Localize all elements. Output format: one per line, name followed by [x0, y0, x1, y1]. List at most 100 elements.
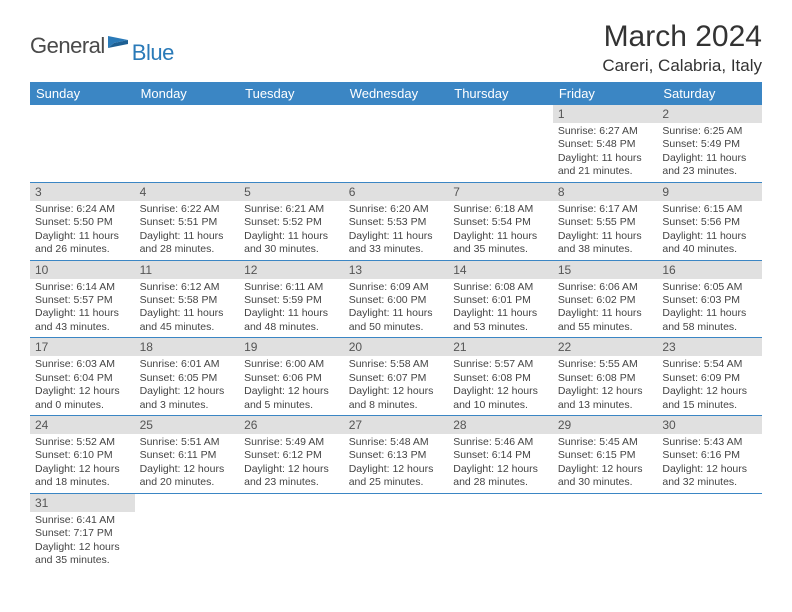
calendar-cell: 28Sunrise: 5:46 AMSunset: 6:14 PMDayligh… [448, 416, 553, 494]
day-number: 4 [135, 183, 240, 201]
calendar-cell [135, 493, 240, 570]
day-details: Sunrise: 5:45 AMSunset: 6:15 PMDaylight:… [553, 434, 658, 493]
day-number: 14 [448, 261, 553, 279]
calendar-cell: 20Sunrise: 5:58 AMSunset: 6:07 PMDayligh… [344, 338, 449, 416]
day-details: Sunrise: 6:09 AMSunset: 6:00 PMDaylight:… [344, 279, 449, 338]
calendar-cell: 26Sunrise: 5:49 AMSunset: 6:12 PMDayligh… [239, 416, 344, 494]
calendar-body: 1Sunrise: 6:27 AMSunset: 5:48 PMDaylight… [30, 105, 762, 571]
calendar-cell [344, 493, 449, 570]
calendar-cell: 2Sunrise: 6:25 AMSunset: 5:49 PMDaylight… [657, 105, 762, 182]
calendar-cell: 23Sunrise: 5:54 AMSunset: 6:09 PMDayligh… [657, 338, 762, 416]
day-details: Sunrise: 6:15 AMSunset: 5:56 PMDaylight:… [657, 201, 762, 260]
day-details: Sunrise: 6:11 AMSunset: 5:59 PMDaylight:… [239, 279, 344, 338]
day-number: 18 [135, 338, 240, 356]
day-details: Sunrise: 6:03 AMSunset: 6:04 PMDaylight:… [30, 356, 135, 415]
calendar-row: 3Sunrise: 6:24 AMSunset: 5:50 PMDaylight… [30, 182, 762, 260]
day-number: 1 [553, 105, 658, 123]
logo: General Blue [30, 26, 174, 66]
day-details: Sunrise: 5:54 AMSunset: 6:09 PMDaylight:… [657, 356, 762, 415]
day-number: 26 [239, 416, 344, 434]
day-number: 30 [657, 416, 762, 434]
day-number: 17 [30, 338, 135, 356]
calendar-cell: 10Sunrise: 6:14 AMSunset: 5:57 PMDayligh… [30, 260, 135, 338]
day-number: 20 [344, 338, 449, 356]
day-number: 31 [30, 494, 135, 512]
calendar-cell: 4Sunrise: 6:22 AMSunset: 5:51 PMDaylight… [135, 182, 240, 260]
day-details: Sunrise: 5:46 AMSunset: 6:14 PMDaylight:… [448, 434, 553, 493]
calendar-cell: 1Sunrise: 6:27 AMSunset: 5:48 PMDaylight… [553, 105, 658, 182]
day-details: Sunrise: 6:05 AMSunset: 6:03 PMDaylight:… [657, 279, 762, 338]
calendar-cell: 25Sunrise: 5:51 AMSunset: 6:11 PMDayligh… [135, 416, 240, 494]
calendar-cell: 30Sunrise: 5:43 AMSunset: 6:16 PMDayligh… [657, 416, 762, 494]
calendar-cell: 27Sunrise: 5:48 AMSunset: 6:13 PMDayligh… [344, 416, 449, 494]
calendar-cell: 29Sunrise: 5:45 AMSunset: 6:15 PMDayligh… [553, 416, 658, 494]
calendar-row: 31Sunrise: 6:41 AMSunset: 7:17 PMDayligh… [30, 493, 762, 570]
day-number: 16 [657, 261, 762, 279]
day-details: Sunrise: 6:17 AMSunset: 5:55 PMDaylight:… [553, 201, 658, 260]
day-details: Sunrise: 6:06 AMSunset: 6:02 PMDaylight:… [553, 279, 658, 338]
calendar-cell: 5Sunrise: 6:21 AMSunset: 5:52 PMDaylight… [239, 182, 344, 260]
flag-icon [106, 30, 132, 57]
day-number: 15 [553, 261, 658, 279]
calendar-cell: 9Sunrise: 6:15 AMSunset: 5:56 PMDaylight… [657, 182, 762, 260]
day-details: Sunrise: 6:12 AMSunset: 5:58 PMDaylight:… [135, 279, 240, 338]
day-details: Sunrise: 5:58 AMSunset: 6:07 PMDaylight:… [344, 356, 449, 415]
dayname-tue: Tuesday [239, 82, 344, 105]
calendar-cell: 31Sunrise: 6:41 AMSunset: 7:17 PMDayligh… [30, 493, 135, 570]
calendar-cell: 12Sunrise: 6:11 AMSunset: 5:59 PMDayligh… [239, 260, 344, 338]
day-details: Sunrise: 6:24 AMSunset: 5:50 PMDaylight:… [30, 201, 135, 260]
day-details: Sunrise: 6:22 AMSunset: 5:51 PMDaylight:… [135, 201, 240, 260]
calendar-row: 1Sunrise: 6:27 AMSunset: 5:48 PMDaylight… [30, 105, 762, 182]
day-details: Sunrise: 5:48 AMSunset: 6:13 PMDaylight:… [344, 434, 449, 493]
dayname-fri: Friday [553, 82, 658, 105]
calendar-cell: 7Sunrise: 6:18 AMSunset: 5:54 PMDaylight… [448, 182, 553, 260]
calendar-cell: 18Sunrise: 6:01 AMSunset: 6:05 PMDayligh… [135, 338, 240, 416]
dayname-row: Sunday Monday Tuesday Wednesday Thursday… [30, 82, 762, 105]
day-number: 9 [657, 183, 762, 201]
day-number: 2 [657, 105, 762, 123]
day-number: 8 [553, 183, 658, 201]
header: General Blue March 2024 Careri, Calabria… [30, 20, 762, 76]
day-number: 21 [448, 338, 553, 356]
logo-text-blue: Blue [132, 40, 174, 66]
day-number: 5 [239, 183, 344, 201]
calendar-row: 17Sunrise: 6:03 AMSunset: 6:04 PMDayligh… [30, 338, 762, 416]
day-details: Sunrise: 6:41 AMSunset: 7:17 PMDaylight:… [30, 512, 135, 571]
day-details: Sunrise: 6:14 AMSunset: 5:57 PMDaylight:… [30, 279, 135, 338]
calendar-row: 24Sunrise: 5:52 AMSunset: 6:10 PMDayligh… [30, 416, 762, 494]
calendar-cell: 16Sunrise: 6:05 AMSunset: 6:03 PMDayligh… [657, 260, 762, 338]
calendar-cell: 21Sunrise: 5:57 AMSunset: 6:08 PMDayligh… [448, 338, 553, 416]
dayname-sat: Saturday [657, 82, 762, 105]
dayname-mon: Monday [135, 82, 240, 105]
day-number: 10 [30, 261, 135, 279]
day-number: 29 [553, 416, 658, 434]
day-number: 19 [239, 338, 344, 356]
day-number: 27 [344, 416, 449, 434]
dayname-sun: Sunday [30, 82, 135, 105]
day-number: 24 [30, 416, 135, 434]
calendar-cell [30, 105, 135, 182]
calendar-cell: 15Sunrise: 6:06 AMSunset: 6:02 PMDayligh… [553, 260, 658, 338]
calendar-cell [553, 493, 658, 570]
day-number: 12 [239, 261, 344, 279]
calendar-row: 10Sunrise: 6:14 AMSunset: 5:57 PMDayligh… [30, 260, 762, 338]
day-details: Sunrise: 6:18 AMSunset: 5:54 PMDaylight:… [448, 201, 553, 260]
title-block: March 2024 Careri, Calabria, Italy [602, 20, 762, 76]
calendar-cell: 6Sunrise: 6:20 AMSunset: 5:53 PMDaylight… [344, 182, 449, 260]
day-details: Sunrise: 6:21 AMSunset: 5:52 PMDaylight:… [239, 201, 344, 260]
day-details: Sunrise: 6:25 AMSunset: 5:49 PMDaylight:… [657, 123, 762, 182]
day-number: 22 [553, 338, 658, 356]
calendar-cell: 11Sunrise: 6:12 AMSunset: 5:58 PMDayligh… [135, 260, 240, 338]
dayname-wed: Wednesday [344, 82, 449, 105]
day-details: Sunrise: 6:08 AMSunset: 6:01 PMDaylight:… [448, 279, 553, 338]
day-number: 25 [135, 416, 240, 434]
day-details: Sunrise: 5:52 AMSunset: 6:10 PMDaylight:… [30, 434, 135, 493]
day-details: Sunrise: 5:55 AMSunset: 6:08 PMDaylight:… [553, 356, 658, 415]
day-details: Sunrise: 5:57 AMSunset: 6:08 PMDaylight:… [448, 356, 553, 415]
page-title: March 2024 [602, 20, 762, 54]
day-number: 3 [30, 183, 135, 201]
calendar-table: Sunday Monday Tuesday Wednesday Thursday… [30, 82, 762, 571]
day-details: Sunrise: 5:43 AMSunset: 6:16 PMDaylight:… [657, 434, 762, 493]
calendar-cell [344, 105, 449, 182]
calendar-cell: 14Sunrise: 6:08 AMSunset: 6:01 PMDayligh… [448, 260, 553, 338]
